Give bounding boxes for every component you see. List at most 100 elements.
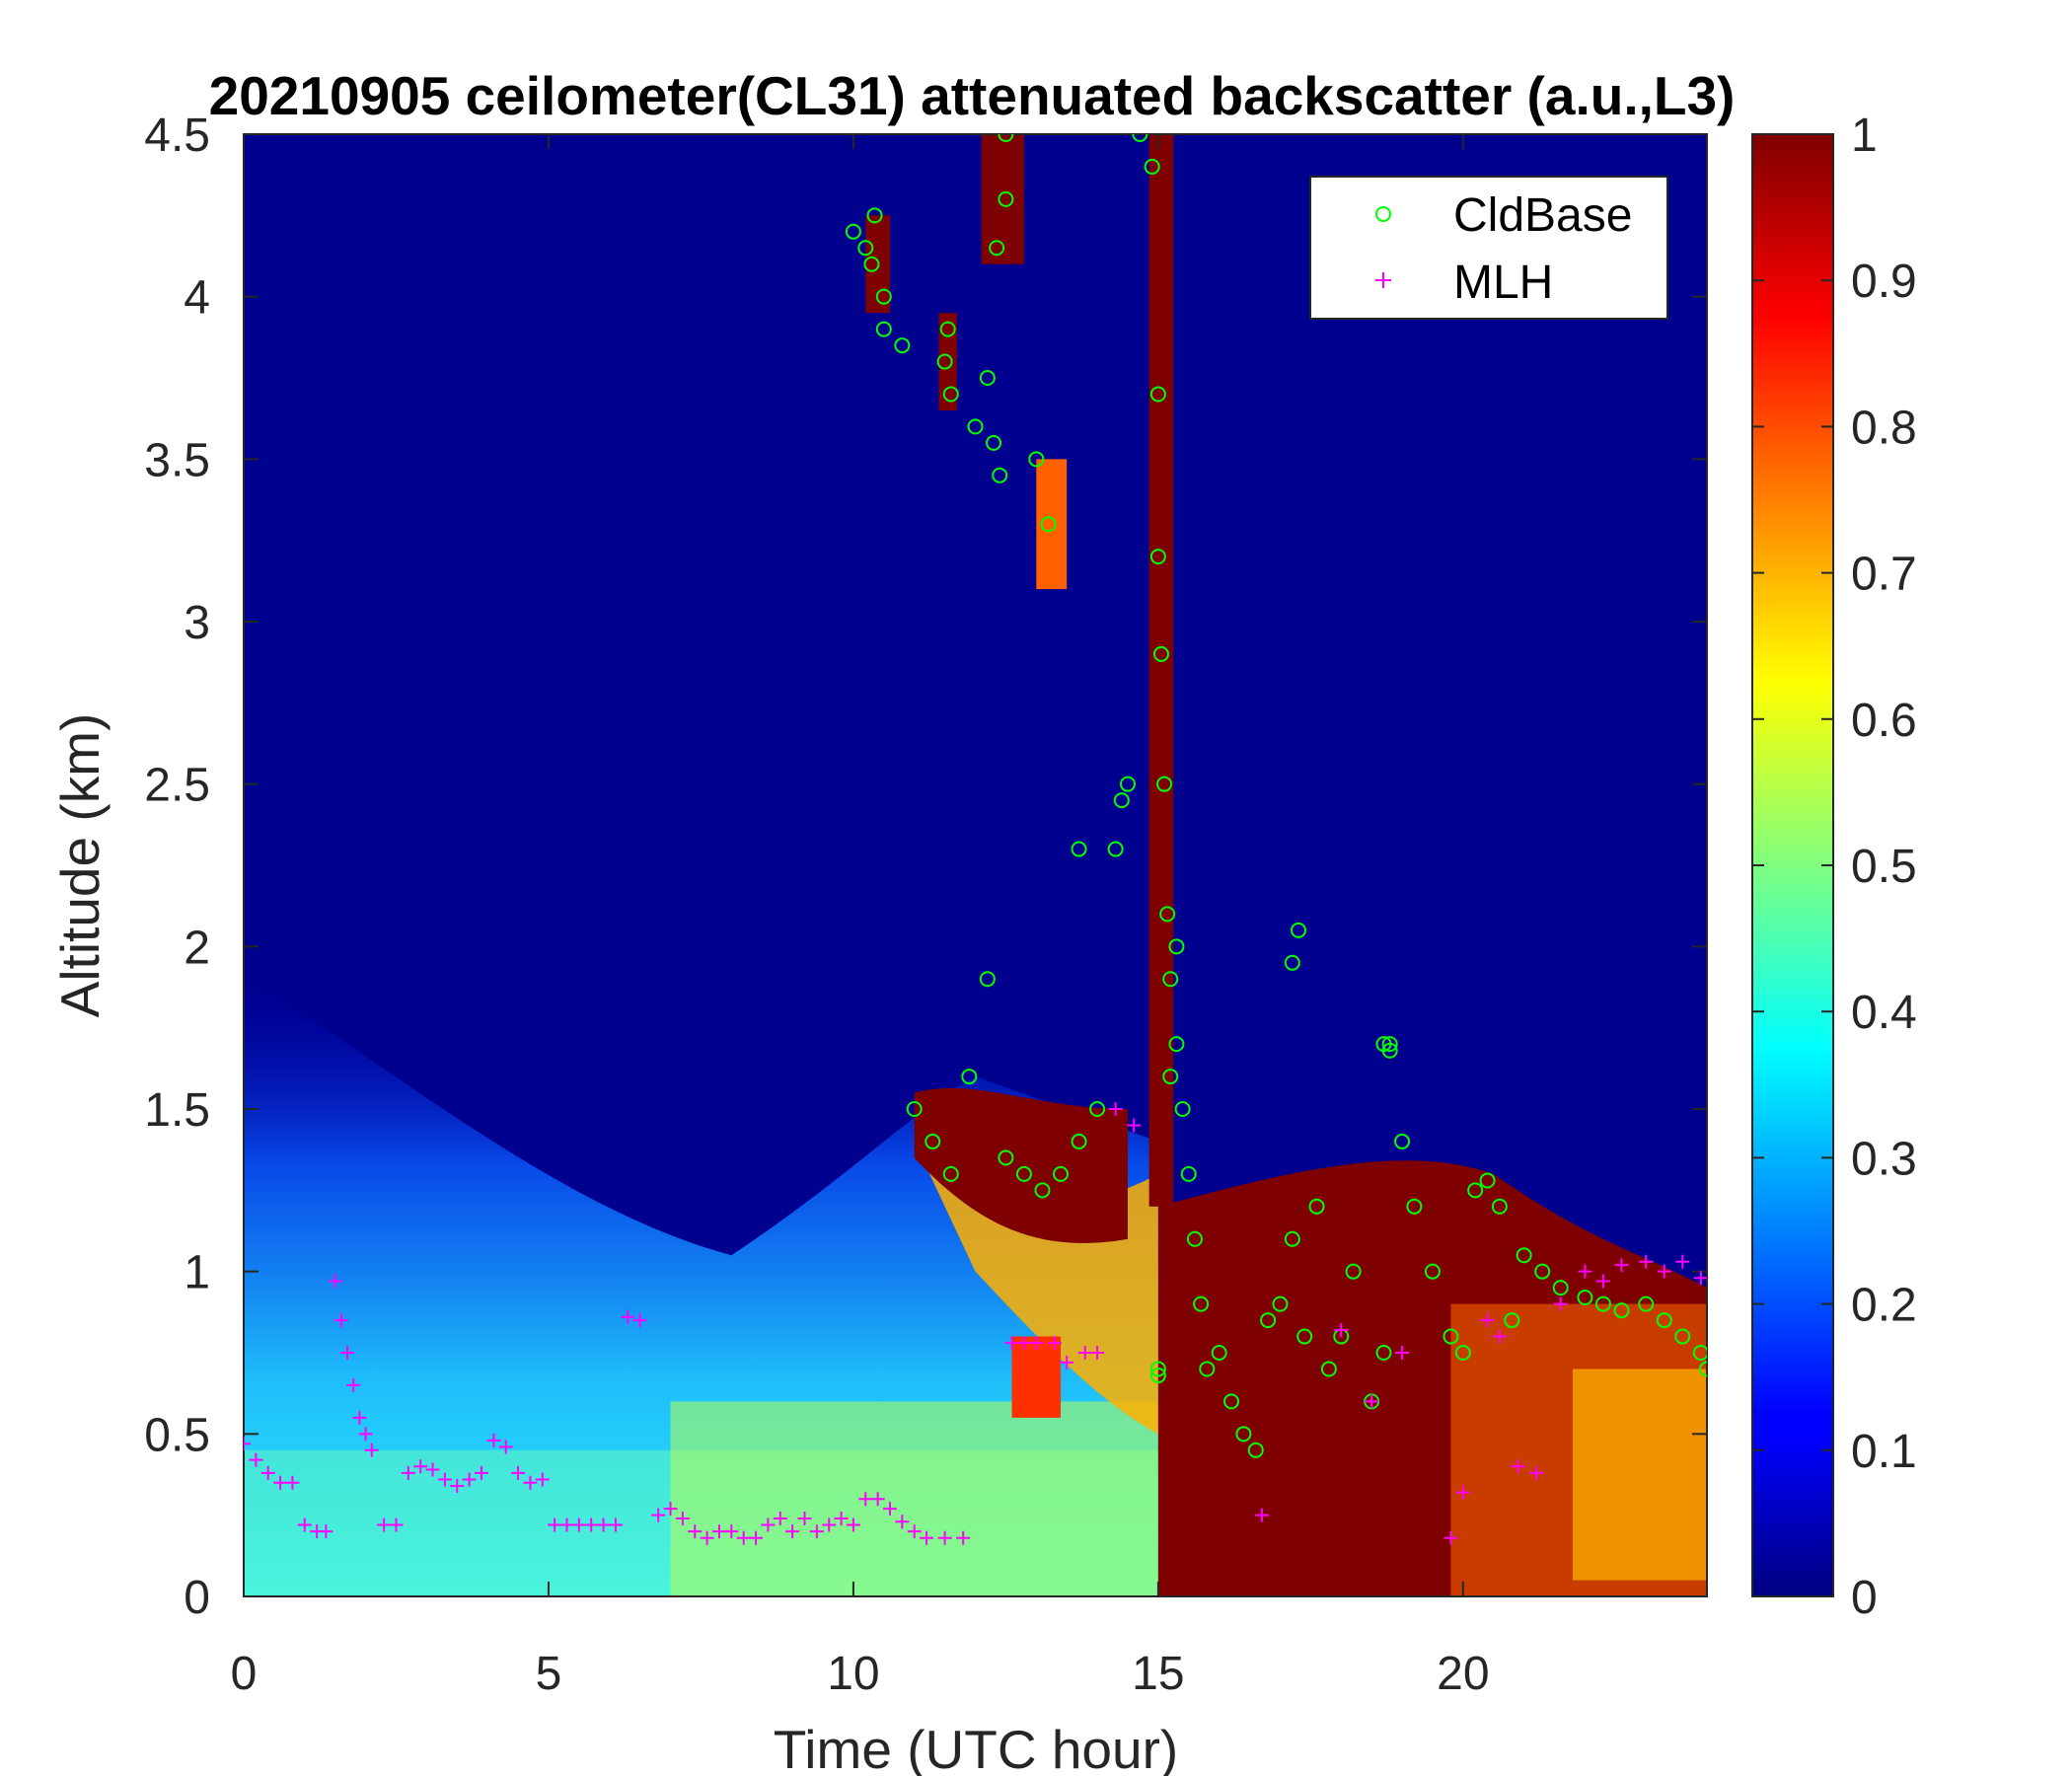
mlh-point	[450, 1479, 465, 1494]
cldbase-point	[1454, 1345, 1471, 1361]
y-tick-label: 1.5	[144, 1084, 210, 1137]
cldbase-point	[992, 467, 1008, 483]
cldbase-point	[1186, 1230, 1203, 1247]
mlh-point	[663, 1502, 678, 1517]
cldbase-point	[866, 207, 883, 224]
cldbase-point	[1534, 1263, 1551, 1280]
mlh-point	[437, 1472, 452, 1487]
cldbase-point	[942, 386, 959, 403]
cldbase-point	[998, 134, 1014, 142]
cldbase-point	[989, 240, 1005, 257]
mlh-point	[425, 1462, 440, 1477]
mlh-point	[1492, 1329, 1507, 1344]
cldbase-point	[1071, 1133, 1087, 1149]
mlh-point	[297, 1517, 312, 1532]
mlh-point	[1016, 1336, 1031, 1351]
x-tick-label: 15	[1132, 1648, 1184, 1700]
mlh-point	[724, 1524, 739, 1539]
cldbase-point	[1381, 1042, 1398, 1059]
mlh-point	[285, 1475, 300, 1490]
cldbase-point	[1113, 792, 1130, 809]
cldbase-point	[1424, 1263, 1441, 1280]
x-tick-label: 10	[827, 1648, 879, 1700]
mlh-point	[621, 1309, 635, 1324]
cldbase-point	[1296, 1328, 1313, 1345]
cldbase-point	[1211, 1345, 1227, 1361]
legend-mlh-label: MLH	[1453, 257, 1553, 309]
mlh-point	[920, 1530, 934, 1545]
mlh-point	[596, 1517, 611, 1532]
colorbar-gradient	[1751, 133, 1834, 1597]
cldbase-point	[1149, 1368, 1166, 1384]
x-axis: 0 5 10 15 20	[231, 134, 1490, 1700]
y-tick-label: 1	[184, 1247, 210, 1299]
cldbase-point	[1119, 776, 1136, 792]
heatmap-cloud-streak-3	[981, 134, 1024, 264]
cldbase-point	[967, 418, 984, 435]
cldbase-point	[1223, 1393, 1240, 1410]
colorbar-tick-label: 0.4	[1851, 987, 1917, 1039]
cldbase-point	[1180, 1165, 1197, 1182]
cldbase-point	[961, 1069, 978, 1085]
cldbase-point	[894, 337, 911, 354]
mlh-point	[474, 1465, 488, 1480]
cldbase-point	[1406, 1198, 1423, 1215]
mlh-point	[1108, 1102, 1123, 1116]
cldbase-point	[1692, 1345, 1707, 1361]
x-tick-label: 20	[1437, 1648, 1489, 1700]
mlh-point	[1455, 1485, 1470, 1500]
colorbar-tick-label: 1	[1851, 110, 1878, 162]
cldbase-series	[845, 134, 1707, 1458]
cldbase-point	[998, 190, 1014, 207]
mlh-point	[834, 1511, 849, 1525]
mlh-point	[895, 1515, 910, 1529]
mlh-point	[761, 1517, 776, 1532]
cldbase-point	[863, 256, 880, 272]
mlh-point	[333, 1313, 348, 1328]
cldbase-point	[1034, 1182, 1051, 1199]
cldbase-point	[1284, 954, 1300, 971]
backscatter-heatmap	[244, 134, 1707, 1596]
x-axis-label: Time (UTC hour)	[774, 1719, 1179, 1776]
cldbase-point	[1149, 386, 1166, 403]
mlh-point	[1029, 1336, 1044, 1351]
cldbase-point	[1394, 1133, 1411, 1149]
y-tick-label: 0	[184, 1572, 210, 1624]
cldbase-point	[1149, 1361, 1166, 1377]
mlh-point	[1553, 1296, 1568, 1311]
mlh-point	[1060, 1355, 1074, 1369]
cldbase-point	[1381, 1036, 1398, 1053]
mlh-point	[1595, 1274, 1610, 1289]
plot-area: 0 5 10 15 20 0 0.5 1 1.5 2 2.5 3 3.5 4 4.5	[144, 110, 1708, 1700]
cldbase-point	[1345, 1263, 1362, 1280]
mlh-point	[749, 1530, 764, 1545]
colorbar-tick-label: 0.8	[1851, 402, 1917, 454]
cldbase-point	[1504, 1312, 1520, 1329]
y-tick-label: 3	[184, 597, 210, 649]
mlh-point	[244, 1437, 251, 1451]
cldbase-point	[942, 1165, 959, 1182]
cldbase-point	[1149, 549, 1166, 565]
cldbase-point	[1193, 1295, 1210, 1312]
cldbase-point	[1308, 1198, 1325, 1215]
y-tick-label: 4	[184, 272, 210, 325]
heatmap-red-patch	[1011, 1336, 1062, 1418]
cldbase-point	[1040, 516, 1057, 533]
cldbase-point	[1144, 158, 1160, 175]
colorbar-tick-label: 0.7	[1851, 549, 1917, 601]
mlh-point	[535, 1472, 550, 1487]
x-tick-label: 0	[231, 1648, 258, 1700]
cldbase-point	[1443, 1328, 1459, 1345]
cldbase-point	[925, 1133, 941, 1149]
mlh-point	[907, 1524, 922, 1539]
mlh-point	[846, 1517, 860, 1532]
mlh-point	[1480, 1313, 1495, 1328]
mlh-point	[352, 1410, 367, 1425]
cldbase-point	[845, 223, 861, 240]
y-tick-label: 3.5	[144, 434, 210, 486]
mlh-point	[1511, 1459, 1525, 1474]
mlh-point	[340, 1346, 355, 1360]
mlh-series	[244, 1102, 1707, 1545]
mlh-point	[773, 1511, 787, 1525]
